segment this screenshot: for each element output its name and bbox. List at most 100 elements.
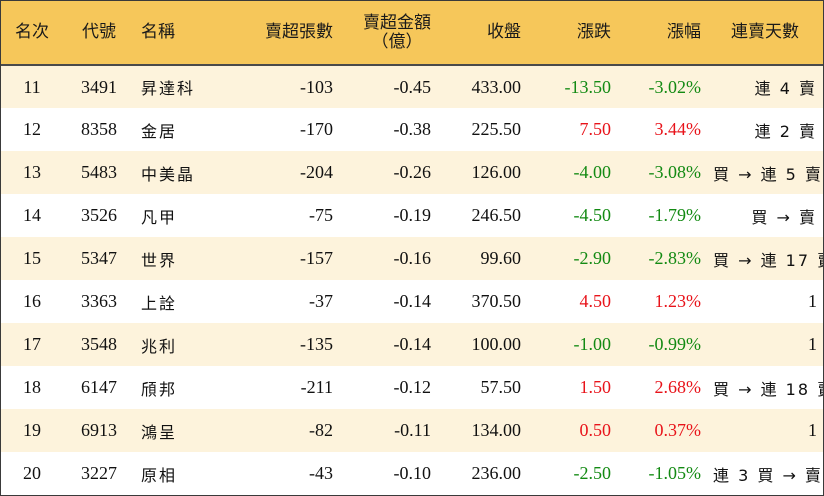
- cell-consecutive: 連 2 賣: [754, 121, 817, 141]
- cell-sell-amount: -0.45: [393, 76, 432, 97]
- cell-consecutive: 1: [808, 291, 817, 311]
- table-row: 12 8358 金居 -170 -0.38 225.50 7.50 3.44% …: [1, 108, 823, 151]
- cell-sell-amount: -0.16: [393, 248, 432, 268]
- table-row: 13 5483 中美晶 -204 -0.26 126.00 -4.00 -3.0…: [1, 151, 823, 194]
- cell-sell-lots: -157: [300, 248, 333, 268]
- cell-change-pct: 2.68%: [654, 377, 702, 397]
- cell-name: 中美晶: [141, 164, 196, 184]
- cell-close: 57.50: [480, 377, 522, 397]
- cell-rank: 16: [23, 291, 41, 311]
- header-change: 漲跌: [527, 1, 617, 66]
- cell-change-pct: -0.99%: [648, 334, 702, 354]
- table-row: 17 3548 兆利 -135 -0.14 100.00 -1.00 -0.99…: [1, 323, 823, 366]
- header-sell-lots: 賣超張數: [223, 1, 339, 66]
- cell-code: 6913: [81, 420, 117, 440]
- header-sell-amount-line1: 賣超金額: [363, 12, 431, 33]
- header-name: 名稱: [135, 1, 223, 66]
- cell-rank: 13: [23, 162, 41, 182]
- cell-rank: 17: [23, 334, 41, 354]
- cell-change: 7.50: [579, 119, 612, 139]
- header-row: 名次 代號 名稱 賣超張數 賣超金額 （億） 收盤 漲跌 漲幅 連賣天數: [1, 1, 823, 66]
- cell-sell-lots: -37: [309, 291, 333, 311]
- cell-change-pct: -3.08%: [648, 162, 702, 182]
- header-close: 收盤: [437, 1, 527, 66]
- table-header: 名次 代號 名稱 賣超張數 賣超金額 （億） 收盤 漲跌 漲幅 連賣天數: [1, 1, 823, 66]
- cell-change: 4.50: [579, 291, 612, 311]
- cell-code: 8358: [81, 119, 117, 139]
- cell-change: -2.50: [573, 463, 612, 483]
- cell-consecutive: 1: [808, 420, 817, 440]
- header-code: 代號: [63, 1, 135, 66]
- cell-change-pct: 3.44%: [654, 119, 702, 139]
- cell-consecutive: 買 → 連 17 賣: [713, 250, 823, 270]
- cell-code: 3227: [81, 463, 117, 483]
- cell-change: -4.50: [573, 205, 612, 225]
- cell-name: 頎邦: [141, 379, 178, 399]
- cell-rank: 14: [23, 205, 41, 225]
- cell-consecutive: 1: [808, 334, 817, 354]
- cell-close: 100.00: [471, 334, 522, 354]
- cell-close: 126.00: [471, 162, 522, 182]
- cell-rank: 12: [23, 119, 41, 139]
- table-row: 14 3526 凡甲 -75 -0.19 246.50 -4.50 -1.79%…: [1, 194, 823, 237]
- cell-name: 原相: [141, 465, 178, 485]
- cell-close: 370.50: [471, 291, 522, 311]
- header-sell-amount-label: 賣超金額 （億）: [363, 12, 431, 52]
- cell-sell-lots: -211: [300, 377, 333, 397]
- cell-sell-lots: -75: [309, 205, 333, 225]
- cell-sell-lots: -82: [309, 420, 333, 440]
- cell-sell-amount: -0.11: [394, 420, 431, 440]
- header-consecutive: 連賣天數: [707, 1, 823, 66]
- cell-code: 5347: [81, 248, 117, 268]
- cell-sell-lots: -135: [300, 334, 333, 354]
- cell-close: 225.50: [471, 119, 522, 139]
- table-row: 18 6147 頎邦 -211 -0.12 57.50 1.50 2.68% 買…: [1, 366, 823, 409]
- cell-code: 6147: [81, 377, 117, 397]
- cell-rank: 11: [23, 76, 41, 97]
- cell-rank: 15: [23, 248, 41, 268]
- cell-name: 昇達科: [141, 79, 196, 98]
- cell-name: 鴻呈: [141, 422, 178, 442]
- cell-sell-amount: -0.14: [393, 291, 432, 311]
- header-sell-amount-line2: （億）: [371, 31, 423, 52]
- cell-consecutive: 買 → 連 18 賣: [713, 379, 823, 399]
- cell-code: 3363: [81, 291, 117, 311]
- cell-sell-lots: -204: [300, 162, 333, 182]
- cell-change: -13.50: [564, 76, 612, 97]
- cell-rank: 19: [23, 420, 41, 440]
- cell-rank: 20: [23, 463, 41, 483]
- cell-name: 金居: [141, 121, 178, 141]
- cell-change: 1.50: [579, 377, 612, 397]
- cell-sell-amount: -0.10: [393, 463, 432, 483]
- cell-close: 134.00: [471, 420, 522, 440]
- cell-change: 0.50: [579, 420, 612, 440]
- cell-close: 433.00: [471, 76, 522, 97]
- cell-rank: 18: [23, 377, 41, 397]
- cell-sell-lots: -103: [300, 76, 333, 97]
- cell-sell-amount: -0.26: [393, 162, 432, 182]
- cell-sell-amount: -0.19: [393, 205, 432, 225]
- cell-change-pct: -2.83%: [648, 248, 702, 268]
- cell-name: 世界: [141, 250, 178, 270]
- cell-sell-amount: -0.14: [393, 334, 432, 354]
- cell-close: 236.00: [471, 463, 522, 483]
- cell-name: 凡甲: [141, 207, 178, 227]
- cell-name: 兆利: [141, 336, 178, 356]
- table-row: 11 3491 昇達科 -103 -0.45 433.00 -13.50 -3.…: [1, 65, 823, 108]
- table-body: 11 3491 昇達科 -103 -0.45 433.00 -13.50 -3.…: [1, 65, 823, 495]
- table-row: 16 3363 上詮 -37 -0.14 370.50 4.50 1.23% 1: [1, 280, 823, 323]
- cell-name: 上詮: [141, 293, 178, 313]
- cell-code: 3548: [81, 334, 117, 354]
- cell-code: 3491: [81, 76, 117, 97]
- cell-sell-amount: -0.38: [393, 119, 432, 139]
- header-rank: 名次: [1, 1, 63, 66]
- cell-close: 99.60: [480, 248, 522, 268]
- cell-sell-lots: -170: [300, 119, 333, 139]
- cell-change: -4.00: [573, 162, 612, 182]
- cell-change: -1.00: [573, 334, 612, 354]
- cell-consecutive: 連 4 賣: [754, 79, 817, 98]
- cell-consecutive: 買 → 賣: [751, 207, 817, 227]
- cell-close: 246.50: [471, 205, 522, 225]
- cell-change-pct: -1.79%: [648, 205, 702, 225]
